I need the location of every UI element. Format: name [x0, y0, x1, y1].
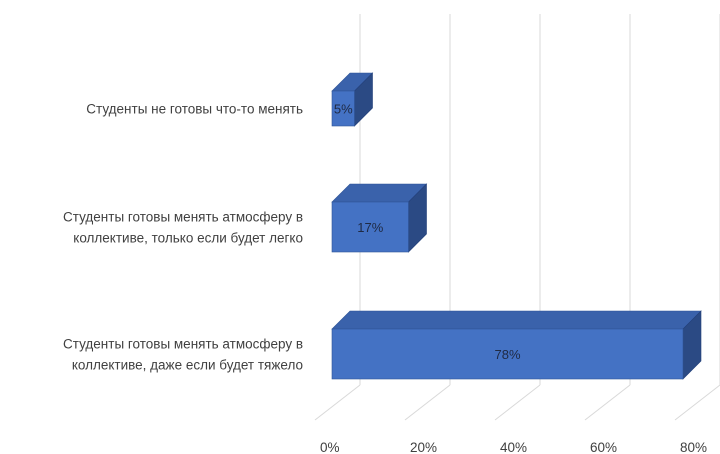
floor-gridline-0 — [314, 384, 361, 421]
x-tick-label: 20% — [410, 440, 437, 454]
floor-gridline-20 — [404, 384, 451, 421]
category-labels: Студенты не готовы что-то менять Студенты… — [63, 102, 303, 373]
category-label: Студенты готовы менять атмосферу в коллек… — [63, 337, 303, 373]
bar-front-face — [331, 201, 409, 253]
bar-2 — [331, 183, 428, 253]
data-label: 78% — [494, 347, 520, 362]
x-tick-label: 40% — [500, 440, 527, 454]
x-tick-label: 60% — [590, 440, 617, 454]
bar-top-face — [331, 310, 702, 330]
x-tick-label: 80% — [680, 440, 707, 454]
x-axis-tick-labels: 0% 20% 40% 60% 80% — [320, 440, 707, 454]
category-label-line: Студенты не готовы что-то менять — [86, 102, 303, 117]
category-label: Студенты готовы менять атмосферу в коллек… — [63, 210, 303, 246]
bars — [331, 72, 702, 380]
data-labels: 5% 17% 78% — [334, 102, 521, 363]
category-label-line: коллективе, даже если будет тяжело — [72, 358, 303, 373]
bar-front-face — [331, 328, 684, 380]
bar-front-face — [331, 90, 355, 127]
category-label-line: Студенты готовы менять атмосферу в — [63, 210, 303, 225]
bar-1 — [331, 72, 374, 127]
floor-gridline-80 — [674, 384, 720, 421]
floor-gridline-40 — [494, 384, 541, 421]
floor-gridline-60 — [584, 384, 631, 421]
x-tick-label: 0% — [320, 440, 340, 454]
category-label-line: коллективе, только если будет легко — [73, 231, 303, 246]
data-label: 17% — [357, 220, 383, 235]
category-label: Студенты не готовы что-то менять — [86, 102, 303, 117]
category-label-line: Студенты готовы менять атмосферу в — [63, 337, 303, 352]
data-label: 5% — [334, 102, 353, 117]
bar-3 — [331, 310, 702, 380]
